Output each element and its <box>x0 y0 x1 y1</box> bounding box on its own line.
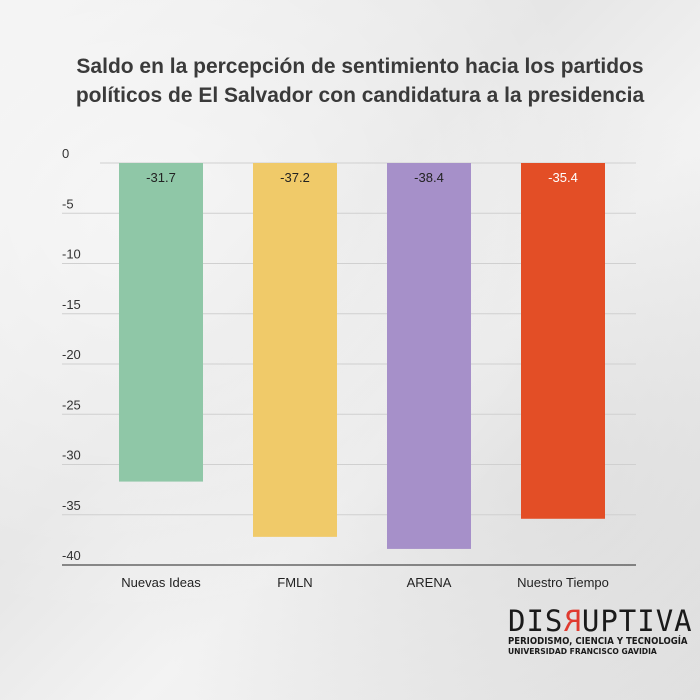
y-tick-label: -30 <box>62 448 81 463</box>
bar-arena <box>387 163 471 549</box>
data-label: -38.4 <box>414 170 444 185</box>
y-tick-label: -40 <box>62 548 81 563</box>
y-tick-label: -10 <box>62 247 81 262</box>
y-tick-label: -25 <box>62 397 81 412</box>
x-category-label: Nuestro Tiempo <box>517 575 609 590</box>
x-category-label: Nuevas Ideas <box>121 575 201 590</box>
bar-nuestro-tiempo <box>521 163 605 519</box>
data-label: -37.2 <box>280 170 310 185</box>
logo-tagline: PERIODISMO, CIENCIA Y TECNOLOGÍA <box>508 636 688 647</box>
data-label: -31.7 <box>146 170 176 185</box>
x-category-label: FMLN <box>277 575 312 590</box>
y-tick-label: -5 <box>62 196 74 211</box>
data-label: -35.4 <box>548 170 578 185</box>
logo-university: UNIVERSIDAD FRANCISCO GAVIDIA <box>508 647 657 656</box>
bar-fmln <box>253 163 337 537</box>
y-tick-label: -35 <box>62 498 81 513</box>
bar-nuevas-ideas <box>119 163 203 482</box>
y-tick-label: -15 <box>62 297 81 312</box>
labels: 0 -5 -10 -15 -20 -25 -30 -35 -40 -31.7 Nuevas Idea… <box>62 146 609 590</box>
y-tick-label: 0 <box>62 146 69 161</box>
bars <box>119 163 605 549</box>
x-category-label: ARENA <box>407 575 452 590</box>
chart-title: Saldo en la percepción de sentimiento ha… <box>75 55 645 107</box>
logo-wordmark: DISRUPTIVA <box>508 604 693 638</box>
disruptiva-logo: DISRUPTIVA PERIODISMO, CIENCIA Y TECNOLO… <box>508 604 693 657</box>
y-tick-label: -20 <box>62 347 81 362</box>
